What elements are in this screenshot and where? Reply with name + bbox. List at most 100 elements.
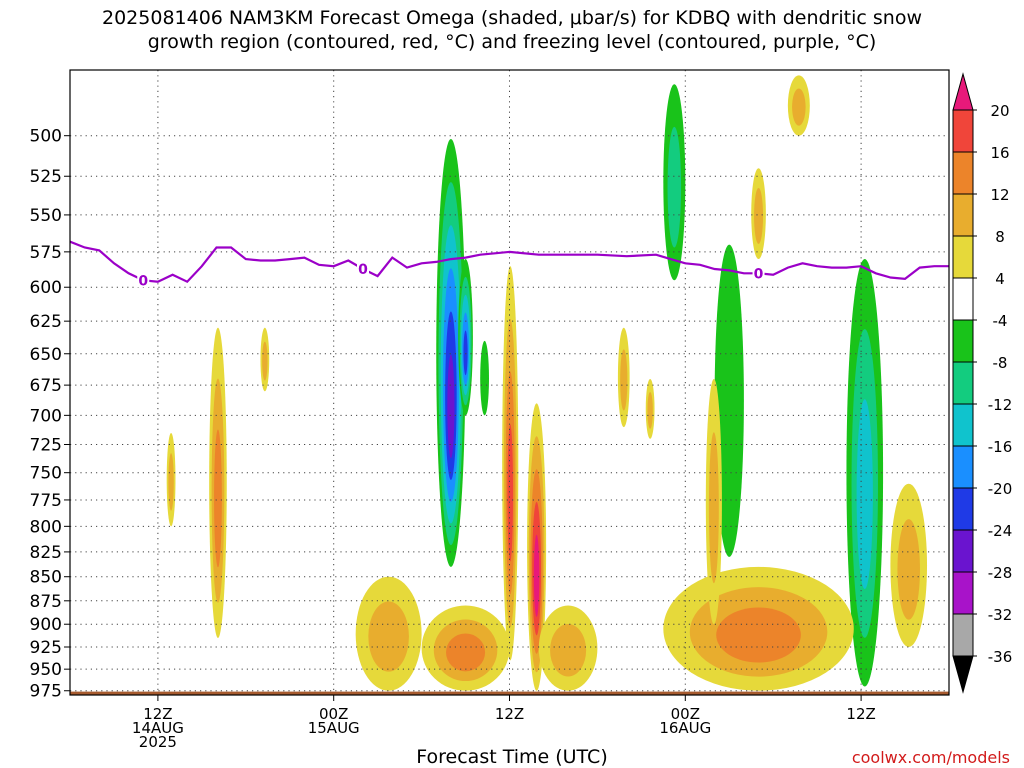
omega-down-14-level-1 [754,188,764,244]
y-tick-label: 850 [30,568,62,588]
freezing-label-bg-2 [752,264,765,281]
omega-up-3-level-0 [714,244,744,557]
y-tick-label: 600 [30,278,62,298]
colorbar-label: -20 [988,480,1013,498]
y-tick-label: 550 [30,206,62,226]
x-tick-label: 16AUG [659,719,711,737]
y-tick-label: 750 [30,464,62,484]
omega-down-7-level-4 [533,534,540,617]
y-tick-label: 825 [30,543,62,563]
omega-up-5-level-0 [480,340,489,416]
y-axis: 500 525 550 575 600 625 650 675 700 725 750 775 800 8… [30,127,70,702]
colorbar-label: 16 [990,144,1009,162]
grid-lines [70,70,949,695]
colorbar: 20 16 12 8 4 -4 -8 -12 -16 -20 -24 -28 -32 -36 [952,72,1013,694]
x-tick-label: 14AUG [132,719,184,737]
colorbar-label: -32 [988,606,1013,624]
omega-up-4-level-2 [856,399,873,590]
x-tick-label: 00Z [671,705,700,723]
freezing-level-label: 0 [138,273,148,289]
colorbar-label: 8 [995,228,1005,246]
colorbar-box-1 [952,109,974,153]
x-tick-label: 12Z [846,705,875,723]
y-tick-label: 950 [30,660,62,680]
omega-down-6-level-3 [507,424,514,562]
colorbar-box-11 [952,529,974,573]
x-tick-label: 12Z [143,705,172,723]
title-line-2: growth region (contoured, red, °C) and f… [147,31,877,53]
omega-down-12-level-1 [550,624,587,677]
colorbar-label: 12 [990,186,1009,204]
y-tick-label: 650 [30,345,62,365]
freezing-level-contour: 0 0 0 [70,240,949,289]
colorbar-label: 20 [990,102,1009,120]
colorbar-label: -8 [993,354,1008,372]
omega-down-19-level-1 [620,349,628,411]
colorbar-label: -36 [988,648,1013,666]
y-tick-label: 575 [30,243,62,263]
y-tick-label: 525 [30,167,62,187]
colorbar-box-12 [952,571,974,615]
omega-up-0-level-5 [447,354,455,459]
colorbar-box-3 [952,193,974,237]
x-tick-label: 15AUG [308,719,360,737]
credit-link[interactable]: coolwx.com/models [851,748,1010,767]
freezing-level-line [70,240,949,284]
omega-down-17-level-1 [708,432,719,584]
y-tick-label: 775 [30,491,62,511]
omega-down-15-level-1 [792,88,806,126]
omega-up-1-level-4 [463,330,468,376]
omega-down-9-level-1 [168,453,174,511]
colorbar-label: -12 [988,396,1013,414]
freezing-label-bg-0 [137,271,150,288]
colorbar-label: -16 [988,438,1013,456]
x-axis-title: Forecast Time (UTC) [416,746,608,768]
chart-title: 2025081406 NAM3KM Forecast Omega (shaded… [0,6,1024,54]
colorbar-label: -28 [988,564,1013,582]
colorbar-box-2 [952,151,974,195]
colorbar-box-4 [952,235,974,279]
colorbar-top-triangle [952,72,974,111]
y-tick-label: 975 [30,682,62,702]
surface-band [70,691,949,695]
y-tick-label: 925 [30,638,62,658]
freezing-level-label: 0 [754,266,764,282]
y-tick-label: 800 [30,517,62,537]
x-tick-label: 12Z [495,705,524,723]
colorbar-box-5 [952,277,974,321]
colorbar-label: -24 [988,522,1013,540]
colorbar-box-7 [952,361,974,405]
x-tick-label: 00Z [319,705,348,723]
omega-up-2-level-1 [667,126,682,248]
surface-ground [70,691,949,695]
freezing-label-bg-1 [357,260,369,277]
omega-down-11-level-2 [446,633,486,672]
omega-down-20-level-1 [647,391,653,429]
freezing-level-label: 0 [358,262,368,278]
y-tick-label: 875 [30,592,62,612]
omega-down-16-level-1 [897,519,920,620]
omega-down-10-level-1 [368,601,409,672]
y-tick-label: 700 [30,406,62,426]
colorbar-box-6 [952,319,974,363]
colorbar-label: 4 [995,270,1005,288]
x-tick-label: 2025 [139,733,177,751]
title-line-1: 2025081406 NAM3KM Forecast Omega (shaded… [102,7,922,29]
colorbar-bottom-triangle [952,655,974,694]
omega-down-18-level-1 [262,341,268,381]
colorbar-label: -4 [993,312,1008,330]
omega-down-13-level-2 [716,607,801,663]
omega-down-8-level-2 [214,429,222,568]
colorbar-box-10 [952,487,974,531]
colorbar-box-9 [952,445,974,489]
omega-shading [166,75,928,691]
y-tick-label: 675 [30,376,62,396]
y-tick-label: 500 [30,127,62,147]
y-tick-label: 900 [30,615,62,635]
y-tick-label: 725 [30,436,62,456]
colorbar-box-13 [952,613,974,657]
colorbar-box-8 [952,403,974,447]
y-tick-label: 625 [30,312,62,332]
